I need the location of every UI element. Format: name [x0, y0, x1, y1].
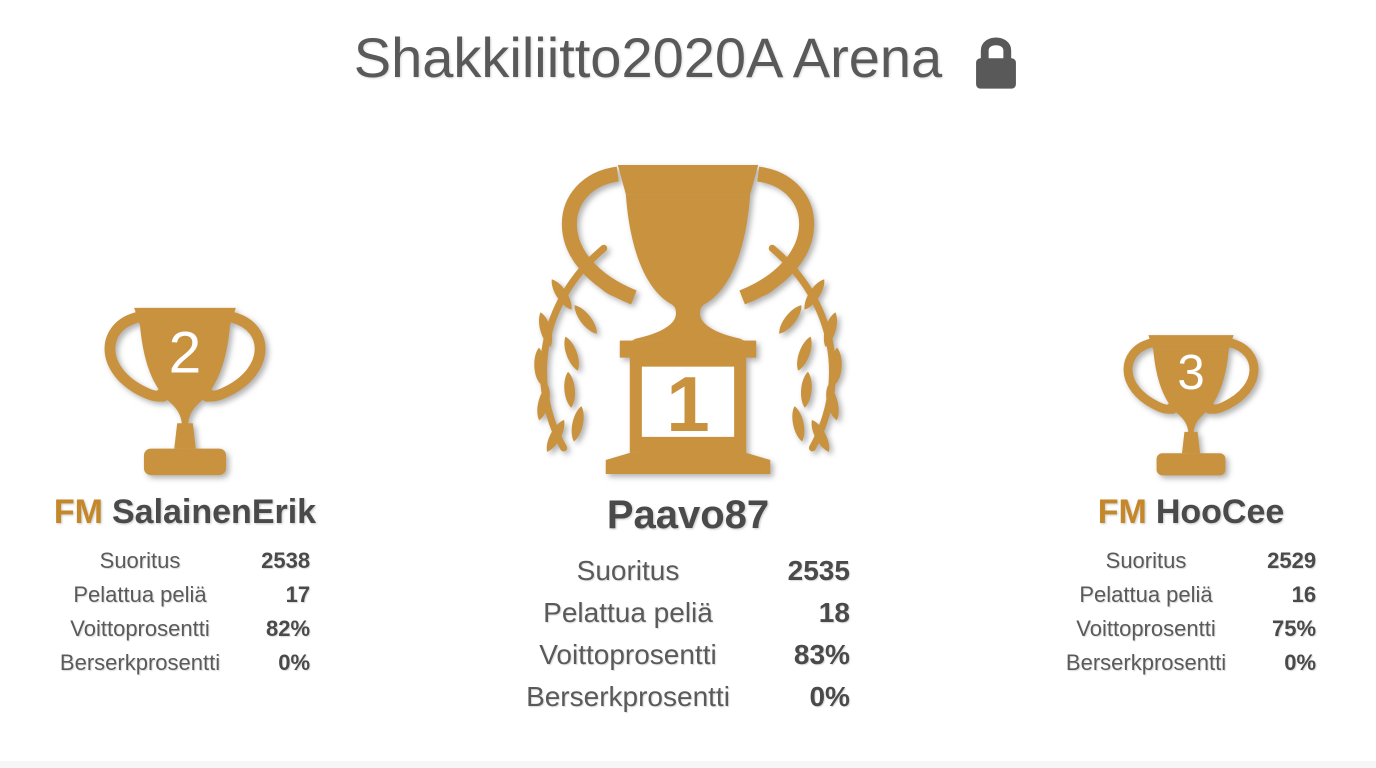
- stat-row: Berserkprosentti 0%: [60, 646, 310, 680]
- player-username: SalainenErik: [111, 493, 317, 531]
- player-title-badge: FM: [1097, 493, 1147, 531]
- player-link-third[interactable]: FM HooCee: [1098, 493, 1285, 532]
- stat-row: Suoritus 2538: [60, 544, 310, 578]
- trophy-1-laurel-icon: 1: [534, 165, 842, 474]
- stat-value: 16: [1291, 582, 1317, 607]
- stat-label: Suoritus: [99, 548, 181, 573]
- stat-label: Pelattua peliä: [1079, 582, 1213, 607]
- stat-label: Pelattua peliä: [73, 582, 207, 607]
- stat-value: 82%: [266, 616, 311, 641]
- stat-value: 0%: [278, 650, 311, 675]
- trophy-2-icon: 2: [104, 307, 266, 476]
- trophy-rank-number: 3: [1177, 345, 1204, 400]
- stat-row: Suoritus 2535: [526, 550, 850, 592]
- trophy-rank-number: 2: [169, 320, 202, 385]
- trophy-box-second: 2: [30, 152, 340, 478]
- player-username: Paavo87: [606, 493, 770, 537]
- trophy-3-icon: 3: [1123, 335, 1259, 476]
- stat-label: Voittoprosentti: [539, 639, 717, 670]
- trophy-rank-number: 1: [666, 360, 710, 448]
- tournament-title: Shakkiliitto2020A Arena: [353, 26, 943, 90]
- stat-value: 2529: [1267, 548, 1317, 573]
- stat-label: Pelattua peliä: [543, 597, 713, 628]
- stat-row: Voittoprosentti 75%: [1066, 612, 1316, 646]
- stat-row: Pelattua peliä 17: [60, 578, 310, 612]
- stat-label: Suoritus: [576, 555, 680, 586]
- stat-value: 2538: [261, 548, 311, 573]
- stat-row: Voittoprosentti 82%: [60, 612, 310, 646]
- stat-row: Pelattua peliä 16: [1066, 578, 1316, 612]
- player-stats-table: Suoritus 2535 Pelattua peliä 18 Voittopr…: [526, 550, 850, 718]
- stat-value: 0%: [809, 681, 850, 712]
- stat-value: 18: [818, 597, 850, 628]
- stat-value: 17: [285, 582, 311, 607]
- lock-icon: [976, 37, 1017, 89]
- stat-row: Berserkprosentti 0%: [526, 676, 850, 718]
- stat-label: Berserkprosentti: [59, 650, 221, 675]
- podium: 2 FM SalainenErik Suoritus 2538 Pelattua …: [0, 152, 1376, 718]
- stat-row: Voittoprosentti 83%: [526, 634, 850, 676]
- player-link-first[interactable]: Paavo87: [607, 493, 769, 538]
- tournament-header: Shakkiliitto2020A Arena: [0, 0, 1376, 94]
- stat-label: Suoritus: [1105, 548, 1187, 573]
- player-stats-table: Suoritus 2538 Pelattua peliä 17 Voittopr…: [60, 544, 310, 680]
- stat-value: 0%: [1284, 650, 1317, 675]
- player-username: HooCee: [1155, 493, 1285, 531]
- stat-label: Berserkprosentti: [1065, 650, 1227, 675]
- player-stats-table: Suoritus 2529 Pelattua peliä 16 Voittopr…: [1066, 544, 1316, 680]
- stat-row: Berserkprosentti 0%: [1066, 646, 1316, 680]
- podium-third-place: 3 FM HooCee Suoritus 2529 Pelattua peliä …: [1036, 152, 1346, 680]
- next-section-edge: [0, 761, 1376, 768]
- stat-value: 83%: [793, 639, 850, 670]
- stat-row: Suoritus 2529: [1066, 544, 1316, 578]
- stat-label: Berserkprosentti: [526, 681, 730, 712]
- stat-value: 75%: [1272, 616, 1317, 641]
- podium-second-place: 2 FM SalainenErik Suoritus 2538 Pelattua …: [30, 152, 340, 680]
- stat-value: 2535: [787, 555, 850, 586]
- stat-label: Voittoprosentti: [1076, 616, 1216, 641]
- stat-label: Voittoprosentti: [70, 616, 210, 641]
- stat-row: Pelattua peliä 18: [526, 592, 850, 634]
- player-title-badge: FM: [53, 493, 103, 531]
- podium-first-place: 1 Paavo87 Suoritus 2535 Pelattua peliä 1…: [468, 152, 908, 718]
- trophy-box-third: 3: [1036, 152, 1346, 478]
- player-link-second[interactable]: FM SalainenErik: [54, 493, 316, 532]
- trophy-box-first: 1: [468, 152, 908, 478]
